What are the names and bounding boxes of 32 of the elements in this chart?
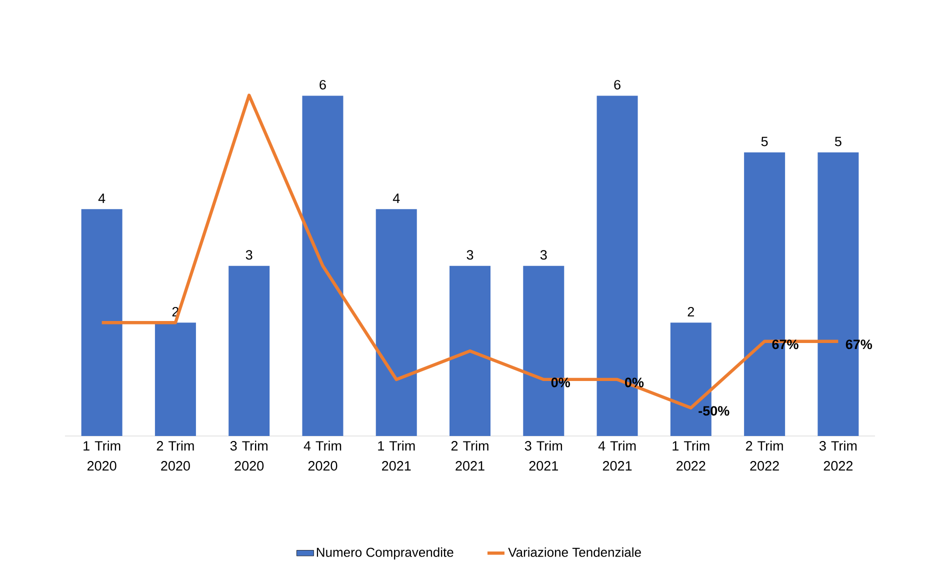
x-tick-label: 3 Trim 2020 [230,440,268,471]
x-tick-label: 3 Trim 2021 [524,440,562,471]
x-tick-label: 3 Trim 2022 [819,440,857,471]
x-tick-label: 1 Trim 2021 [378,440,415,471]
x-tick-label: 2 Trim 2021 [451,440,488,471]
x-tick-label: 4 Trim 2020 [304,440,342,471]
bar [450,266,491,436]
bar [302,96,344,436]
data-label: 0% [625,378,644,388]
x-tick-label: 1 Trim 2022 [672,440,710,471]
data-label: 5 [834,136,842,146]
x-tick-label: 2 Trim 2020 [156,440,194,471]
bar [81,209,122,436]
x-tick-label: 2 Trim 2022 [746,440,783,471]
data-label: 67% [846,340,872,350]
data-label: 6 [320,80,326,90]
bar [228,266,270,436]
bar [154,322,196,436]
data-label: 67% [772,340,798,350]
data-label: 3 [540,250,547,260]
x-tick-label: 1 Trim 2020 [84,440,120,471]
data-label: 3 [246,250,252,260]
data-label: 2 [688,306,694,316]
legend-label: Numero Compravendite [316,547,454,560]
data-label: 6 [614,80,620,90]
data-label: 4 [392,194,400,203]
data-label: 4 [98,194,106,203]
data-label: 3 [466,250,474,260]
bar [376,209,417,436]
x-tick-label: 4 Trim 2021 [598,440,636,471]
legend-label: Variazione Tendenziale [508,547,641,557]
data-label: 5 [761,136,768,146]
